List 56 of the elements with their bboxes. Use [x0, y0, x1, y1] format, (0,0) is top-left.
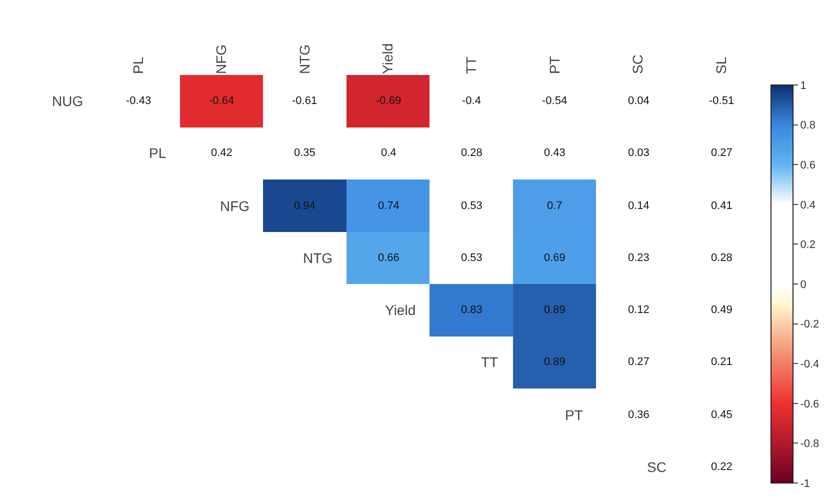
text: 0.03 [628, 147, 650, 159]
data-label: -0.69 [376, 95, 402, 107]
text: 0.45 [711, 409, 732, 421]
x-tick-label: SL [712, 56, 729, 74]
data-label: 0.74 [378, 200, 400, 212]
data-label: 0.94 [294, 200, 316, 212]
color-bar-label: 0.8 [800, 120, 816, 132]
y-tick-label: NUG [52, 93, 84, 109]
text: 0.28 [711, 252, 732, 264]
text: 0.41 [711, 200, 732, 212]
x-tick-label: PT [546, 56, 562, 74]
text: 0.4 [381, 147, 396, 159]
text: 0.28 [461, 147, 482, 159]
data-label: 0.83 [461, 304, 482, 316]
text: 0.14 [628, 200, 650, 212]
text: 0.43 [544, 147, 566, 159]
text: -0.54 [542, 95, 568, 107]
x-tick-label: SC [630, 54, 646, 74]
text: 0.35 [294, 147, 316, 159]
text: 0.27 [711, 147, 732, 159]
text: 0.21 [711, 356, 732, 368]
text: 0.36 [628, 409, 650, 421]
color-bar-label: -0.2 [800, 318, 820, 331]
color-bar-label: -0.8 [800, 438, 820, 450]
text: 0.53 [461, 200, 482, 212]
text: -0.61 [292, 95, 318, 107]
x-tick-label: Yield [380, 43, 396, 74]
text: 0.42 [211, 147, 232, 159]
data-label: 0.69 [544, 252, 566, 264]
text: -0.51 [709, 95, 734, 107]
data-label: 0.89 [544, 304, 566, 316]
data-label: -0.64 [209, 95, 234, 107]
x-tick-label: TT [463, 56, 480, 74]
data-label: 0.89 [544, 356, 566, 368]
data-label: 0.7 [547, 200, 562, 212]
text: 0.12 [628, 304, 650, 316]
color-bar-label: 0.4 [800, 199, 816, 212]
color-bar-label: -0.6 [800, 398, 820, 410]
text: -0.4 [462, 95, 481, 107]
x-tick-label: NTG [296, 44, 312, 74]
color-bar-label: 0 [800, 278, 806, 291]
color-bar-label: -1 [800, 478, 810, 490]
color-bar-label: 0.2 [800, 239, 816, 252]
text: 0.53 [461, 252, 482, 264]
color-bar-label: 0.6 [800, 159, 816, 172]
color-bar-label: 1 [800, 80, 806, 92]
data-label: 0.66 [378, 252, 400, 264]
text: 0.49 [711, 304, 732, 316]
x-tick-label: NFG [213, 44, 230, 74]
text: 0.27 [628, 356, 650, 368]
color-bar-label: -0.4 [800, 358, 820, 370]
x-tick-label: PL [130, 56, 146, 74]
text: 0.22 [711, 461, 732, 473]
text: 0.04 [628, 95, 650, 107]
text: -0.43 [126, 95, 152, 107]
text: 0.23 [628, 252, 650, 264]
